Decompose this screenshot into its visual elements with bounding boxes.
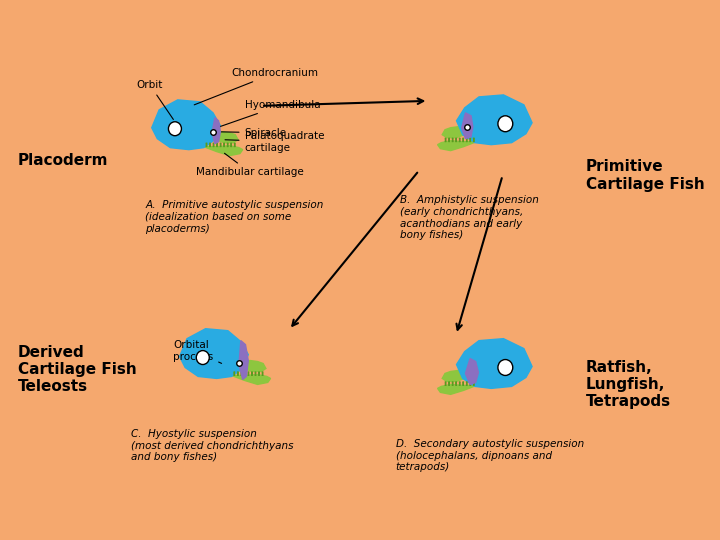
Polygon shape bbox=[230, 361, 266, 372]
Circle shape bbox=[498, 360, 513, 375]
Text: Hyomandibula: Hyomandibula bbox=[220, 100, 320, 127]
Polygon shape bbox=[202, 132, 238, 143]
Text: Placoderm: Placoderm bbox=[18, 153, 109, 168]
Text: Orbit: Orbit bbox=[137, 80, 174, 119]
Polygon shape bbox=[456, 95, 532, 145]
Polygon shape bbox=[212, 118, 220, 144]
Text: D.  Secondary autostylic suspension
(holocephalans, dipnoans and
tetrapods): D. Secondary autostylic suspension (holo… bbox=[396, 439, 584, 472]
Text: Spiracle: Spiracle bbox=[216, 127, 287, 138]
Polygon shape bbox=[442, 370, 478, 381]
Text: C.  Hyostylic suspension
(most derived chondrichthyans
and bony fishes): C. Hyostylic suspension (most derived ch… bbox=[131, 429, 294, 462]
Text: Chondrocranium: Chondrocranium bbox=[194, 68, 318, 105]
Text: A.  Primitive autostylic suspension
(idealization based on some
placoderms): A. Primitive autostylic suspension (idea… bbox=[145, 200, 323, 234]
Text: B.  Amphistylic suspension
(early chondrichthyans,
acanthodians and early
bony f: B. Amphistylic suspension (early chondri… bbox=[400, 195, 539, 240]
Text: Ratfish,
Lungfish,
Tetrapods: Ratfish, Lungfish, Tetrapods bbox=[586, 360, 671, 409]
Text: Derived
Cartilage Fish
Teleosts: Derived Cartilage Fish Teleosts bbox=[18, 345, 137, 394]
Polygon shape bbox=[438, 140, 477, 151]
Polygon shape bbox=[232, 374, 271, 384]
Circle shape bbox=[168, 122, 181, 136]
Polygon shape bbox=[438, 384, 477, 394]
Polygon shape bbox=[456, 339, 532, 388]
Text: Primitive
Cartilage Fish: Primitive Cartilage Fish bbox=[586, 159, 705, 192]
Circle shape bbox=[197, 350, 210, 365]
Polygon shape bbox=[442, 127, 478, 138]
Polygon shape bbox=[204, 146, 243, 156]
Polygon shape bbox=[465, 359, 478, 384]
Circle shape bbox=[498, 116, 513, 132]
Polygon shape bbox=[179, 329, 248, 379]
Text: Orbital
process: Orbital process bbox=[173, 340, 222, 363]
Polygon shape bbox=[462, 113, 473, 139]
Text: Mandibular cartilage: Mandibular cartilage bbox=[197, 153, 304, 178]
Polygon shape bbox=[152, 100, 220, 150]
Text: Palatoquadrate
cartilage: Palatoquadrate cartilage bbox=[225, 131, 324, 153]
Polygon shape bbox=[239, 341, 248, 380]
